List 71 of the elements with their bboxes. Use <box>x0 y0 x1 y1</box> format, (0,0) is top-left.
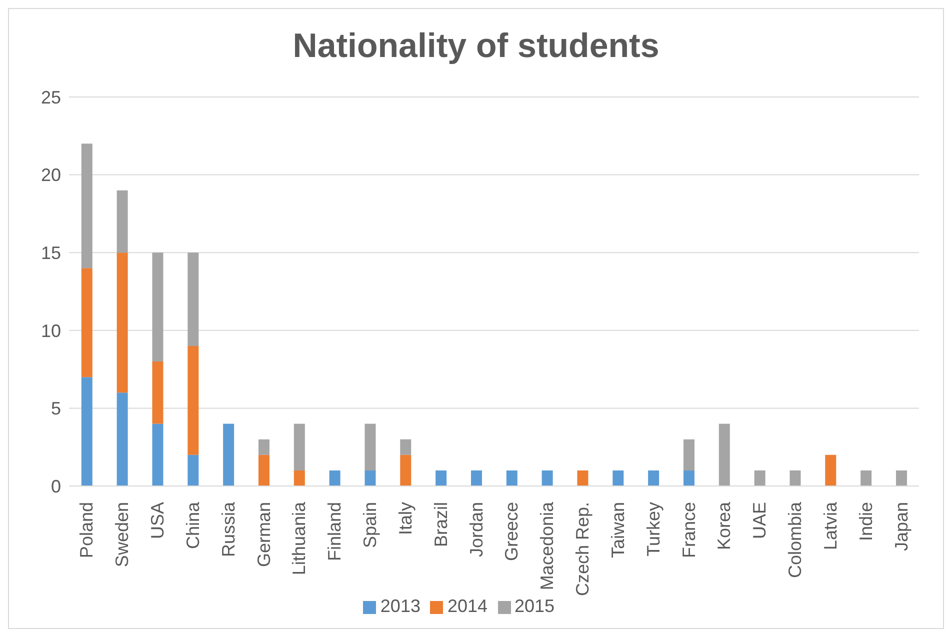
bar <box>896 470 907 486</box>
bar <box>294 470 305 486</box>
bar <box>825 454 836 486</box>
x-tick-label: Lithuania <box>289 501 310 576</box>
bar <box>860 470 872 486</box>
bar <box>258 454 270 486</box>
bar <box>542 470 553 486</box>
bar <box>718 424 730 486</box>
bar <box>81 268 92 378</box>
x-tick-label: Spain <box>360 502 380 548</box>
bar <box>364 470 376 486</box>
legend-label: 2015 <box>514 596 555 616</box>
legend-label: 2013 <box>380 596 420 616</box>
bar <box>790 470 801 486</box>
bar <box>364 424 376 470</box>
x-tick-label: Finland <box>324 502 345 562</box>
bar <box>116 252 128 393</box>
bar <box>329 470 340 486</box>
bar <box>81 144 92 268</box>
y-tick-label: 25 <box>40 87 61 108</box>
x-tick-label: Indie <box>856 502 876 542</box>
x-tick-label: Korea <box>714 501 734 550</box>
y-tick-label: 15 <box>40 242 61 263</box>
bar <box>648 470 660 486</box>
bar <box>152 424 164 486</box>
bar <box>188 252 199 346</box>
x-tick-label: Colombia <box>785 501 806 578</box>
bar <box>188 346 199 455</box>
bar <box>506 470 518 486</box>
bar <box>81 377 92 486</box>
x-tick-label: Jordan <box>466 502 486 558</box>
bar <box>294 424 305 470</box>
bar <box>152 362 164 424</box>
bar <box>754 470 766 486</box>
x-tick-label: Brazil <box>430 502 451 548</box>
x-tick-label: German <box>254 502 274 568</box>
x-tick-label: Poland <box>76 502 97 558</box>
x-tick-label: France <box>678 502 699 558</box>
y-tick-label: 10 <box>40 320 61 341</box>
bar <box>188 454 199 486</box>
x-tick-label: Japan <box>891 502 912 552</box>
y-tick-label: 20 <box>40 165 61 186</box>
x-tick-label: Italy <box>395 502 416 536</box>
legend-label: 2014 <box>447 596 488 616</box>
x-tick-label: UAE <box>750 502 770 540</box>
bar <box>116 190 128 253</box>
bar <box>223 424 234 486</box>
x-tick-label: Macedonia <box>537 501 558 590</box>
bar <box>683 470 694 486</box>
bar <box>116 392 128 486</box>
bar <box>470 470 482 486</box>
bar <box>400 454 412 486</box>
bar <box>258 439 270 455</box>
x-tick-label: Czech Rep. <box>572 502 593 596</box>
x-tick-label: Taiwan <box>608 502 628 558</box>
x-tick-label: Sweden <box>112 502 132 568</box>
x-tick-label: Greece <box>502 502 522 562</box>
bar <box>577 470 588 486</box>
x-tick-label: USA <box>148 502 168 540</box>
bar <box>683 439 694 470</box>
y-tick-label: 0 <box>50 476 61 496</box>
x-tick-label: Latvia <box>820 501 840 550</box>
bar <box>400 439 412 455</box>
x-tick-label: Turkey <box>643 502 664 556</box>
bar <box>612 470 624 486</box>
chart-title: Nationality of students <box>292 26 660 67</box>
y-tick-label: 5 <box>50 398 61 419</box>
x-tick-label: Russia <box>218 501 238 558</box>
x-tick-label: China <box>182 501 203 550</box>
bar <box>436 470 447 486</box>
bar <box>152 252 164 362</box>
